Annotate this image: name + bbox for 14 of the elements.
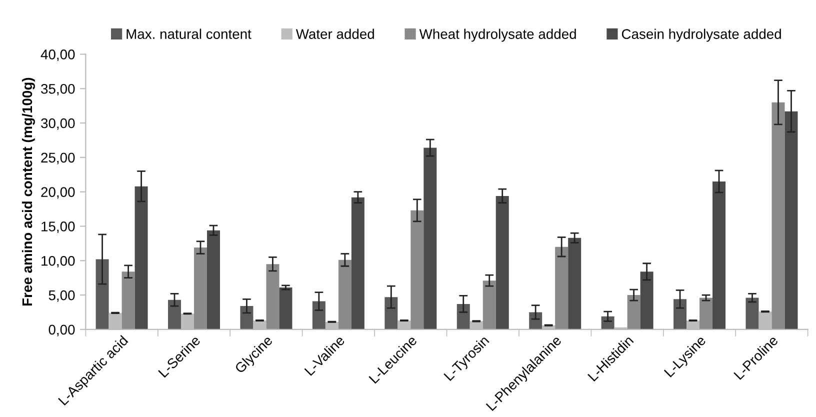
y-tick-label: 10,00 <box>42 256 75 268</box>
y-tick-label: 25,00 <box>41 152 75 164</box>
legend-label: Max. natural content <box>126 28 252 39</box>
y-axis-title: Free amino acid content (mg/100g) <box>22 78 35 306</box>
y-tick-label: 15,00 <box>42 222 75 234</box>
y-tick-label: 40,00 <box>40 50 75 62</box>
y-tick-label: 20,00 <box>41 187 75 199</box>
legend-label: Casein hydrolysate added <box>622 28 781 42</box>
y-tick-label: 30,00 <box>41 118 75 130</box>
y-tick-label: 35,00 <box>41 84 75 96</box>
legend-label: Wheat hydrolysate added <box>419 28 576 42</box>
y-tick-label: 5,00 <box>48 290 75 302</box>
y-tick-label: 0,00 <box>48 324 75 336</box>
legend-label: Water added <box>296 28 374 39</box>
